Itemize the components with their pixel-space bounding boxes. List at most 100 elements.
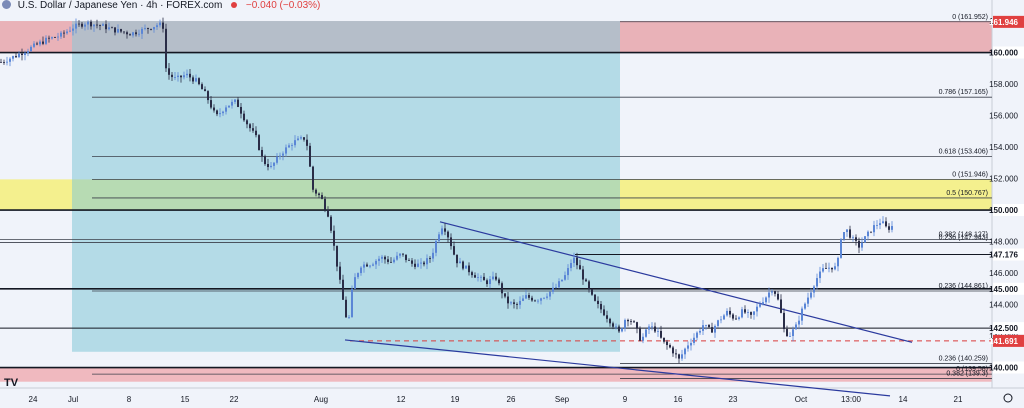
x-tick-label: Oct bbox=[795, 395, 808, 404]
candle-body bbox=[372, 264, 374, 266]
candle-body bbox=[603, 309, 605, 316]
level-label-box bbox=[993, 46, 1024, 59]
candle-body bbox=[63, 32, 65, 34]
candle-body bbox=[858, 240, 860, 248]
level-label: 140.000 bbox=[989, 364, 1018, 373]
candle-body bbox=[531, 297, 533, 301]
fib-label: 0.382 (139.3) bbox=[946, 371, 988, 378]
candle-body bbox=[600, 303, 602, 310]
candle-body bbox=[468, 265, 470, 273]
candle-body bbox=[408, 260, 410, 261]
candle-body bbox=[621, 328, 623, 332]
candle-body bbox=[426, 258, 428, 265]
candle-body bbox=[228, 105, 230, 108]
candle-body bbox=[21, 53, 23, 56]
candle-body bbox=[159, 22, 161, 26]
candle-body bbox=[6, 61, 8, 63]
candle-body bbox=[171, 74, 173, 78]
candle-body bbox=[753, 311, 755, 315]
y-tick-label: 146.000 bbox=[989, 269, 1018, 278]
candle-body bbox=[780, 299, 782, 313]
candle-body bbox=[690, 342, 692, 346]
candle-body bbox=[792, 329, 794, 337]
x-tick-label: 22 bbox=[230, 395, 239, 404]
level-label-box bbox=[993, 361, 1024, 374]
candle-body bbox=[564, 275, 566, 280]
fib-levels: 0 (161.952) 0.786 (157.165) 0.618 (153.406… bbox=[0, 14, 992, 379]
candle-body bbox=[615, 326, 617, 328]
candle-body bbox=[435, 241, 437, 253]
level-label-box bbox=[993, 322, 1024, 335]
candle-body bbox=[30, 46, 32, 52]
candle-body bbox=[93, 24, 95, 27]
candle-body bbox=[876, 225, 878, 226]
candle-body bbox=[579, 265, 581, 270]
candle-body bbox=[513, 302, 515, 305]
candle-body bbox=[57, 36, 59, 38]
candle-body bbox=[165, 28, 167, 69]
candle-body bbox=[252, 128, 254, 131]
candle-body bbox=[324, 198, 326, 210]
candle-body bbox=[726, 310, 728, 316]
candle-body bbox=[786, 329, 788, 337]
zone-rect bbox=[0, 21, 72, 53]
candle-body bbox=[756, 306, 758, 312]
symbol-header[interactable]: U.S. Dollar / Japanese Yen · 4h · FOREX.… bbox=[0, 0, 320, 14]
candle-body bbox=[528, 295, 530, 298]
candle-body bbox=[636, 322, 638, 329]
candle-body bbox=[759, 304, 761, 307]
flag-icon bbox=[2, 0, 11, 9]
candle-body bbox=[744, 309, 746, 313]
candle-body bbox=[825, 268, 827, 269]
y-tick-label: 152.000 bbox=[989, 175, 1018, 184]
candle-body bbox=[555, 287, 557, 288]
y-tick-label: 154.000 bbox=[989, 143, 1018, 152]
candle-body bbox=[78, 23, 80, 25]
candle-body bbox=[717, 320, 719, 326]
candle-body bbox=[465, 265, 467, 269]
fib-label: 0 (151.946) bbox=[952, 171, 988, 178]
candle-body bbox=[855, 237, 857, 241]
candle-body bbox=[768, 292, 770, 298]
candle-body bbox=[798, 320, 800, 325]
candle-body bbox=[843, 232, 845, 240]
candle-body bbox=[834, 266, 836, 270]
candle-body bbox=[132, 32, 134, 36]
candle-body bbox=[213, 107, 215, 111]
grid bbox=[0, 0, 1024, 389]
candle-body bbox=[729, 310, 731, 315]
candle-body bbox=[150, 28, 152, 30]
candle-body bbox=[414, 263, 416, 267]
candle-body bbox=[36, 43, 38, 45]
candle-body bbox=[261, 149, 263, 157]
candle-body bbox=[339, 266, 341, 280]
x-tick-label: 14 bbox=[899, 395, 908, 404]
candle-body bbox=[627, 319, 629, 322]
candles bbox=[0, 17, 893, 364]
candle-body bbox=[849, 229, 851, 238]
zone-rect bbox=[0, 367, 992, 382]
level-label-box bbox=[993, 248, 1024, 261]
candle-body bbox=[123, 31, 125, 33]
candle-body bbox=[96, 24, 98, 26]
candle-body bbox=[789, 336, 791, 337]
candle-body bbox=[327, 209, 329, 217]
candle-body bbox=[693, 337, 695, 343]
candle-body bbox=[852, 237, 854, 239]
candle-body bbox=[345, 299, 347, 318]
x-tick-label: 24 bbox=[29, 395, 38, 404]
candle-body bbox=[99, 25, 101, 26]
candle-body bbox=[285, 147, 287, 154]
candle-body bbox=[573, 257, 575, 264]
fib-label: 0.236 (147.943) bbox=[939, 234, 988, 241]
candle-body bbox=[570, 263, 572, 269]
candle-body bbox=[450, 237, 452, 247]
candle-body bbox=[630, 321, 632, 323]
candle-body bbox=[222, 111, 224, 114]
candle-body bbox=[174, 77, 176, 78]
x-tick-label: 19 bbox=[451, 395, 460, 404]
candle-body bbox=[231, 101, 233, 106]
candle-body bbox=[681, 354, 683, 359]
